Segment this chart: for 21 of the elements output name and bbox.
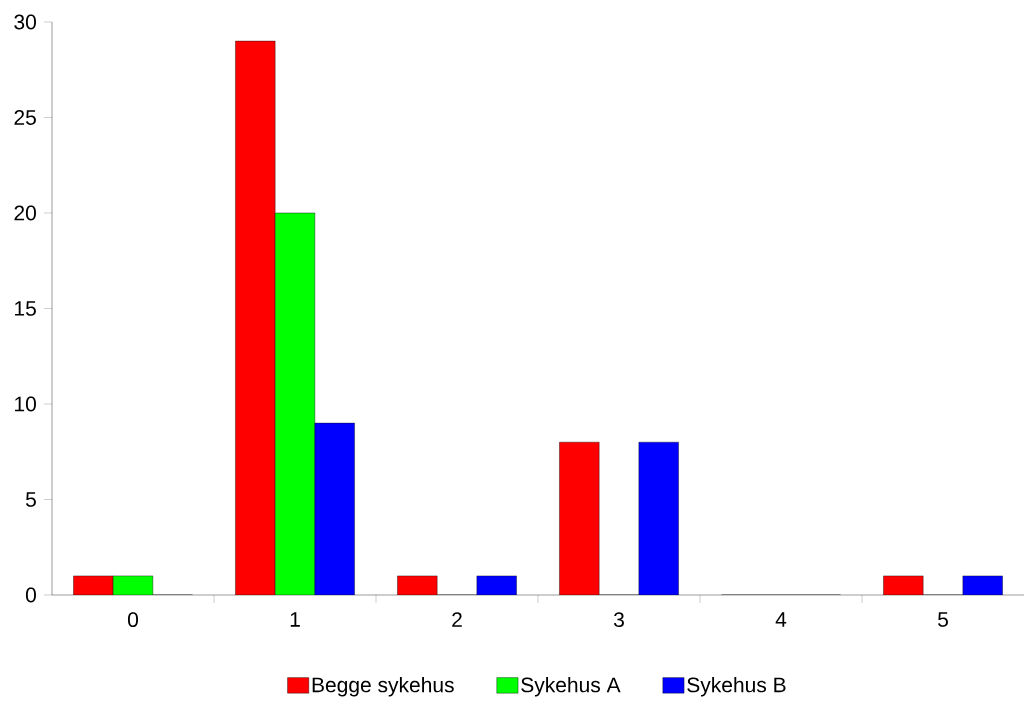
x-tick-label: 2 bbox=[452, 612, 462, 627]
x-tick-label: 1 bbox=[290, 612, 300, 627]
bar bbox=[314, 423, 355, 595]
y-tick-label: 5 bbox=[25, 492, 36, 507]
y-tick-label: 10 bbox=[15, 396, 36, 412]
y-tick-label: 20 bbox=[14, 205, 36, 221]
bar bbox=[638, 442, 679, 595]
y-tick-label: 15 bbox=[15, 301, 36, 316]
y-tick-label: 30 bbox=[14, 14, 36, 30]
legend-label: Sykehus B bbox=[687, 676, 786, 697]
x-tick-label: 3 bbox=[613, 612, 624, 628]
x-tick-label: 5 bbox=[938, 612, 948, 627]
bar bbox=[275, 213, 315, 595]
x-tick-label: 0 bbox=[127, 612, 139, 628]
bar bbox=[559, 442, 600, 595]
y-tick-label: 0 bbox=[25, 587, 36, 603]
x-tick-label: 4 bbox=[775, 612, 787, 627]
legend-label: Sykehus A bbox=[521, 676, 621, 697]
y-tick-label: 25 bbox=[14, 110, 36, 125]
bar bbox=[235, 41, 276, 595]
legend-label: Begge sykehus bbox=[312, 676, 454, 697]
